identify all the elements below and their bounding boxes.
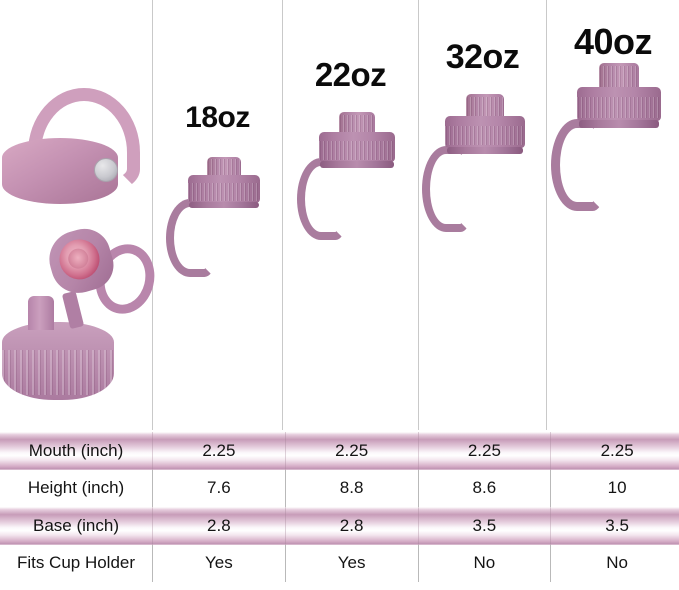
panel-18oz: 18oz — [153, 0, 282, 430]
cell-height-18oz: 7.6 — [152, 469, 286, 507]
bottle-handle-40oz — [551, 119, 603, 211]
bottle-body-40oz — [569, 124, 669, 408]
bottle-32oz — [421, 94, 544, 406]
row-label-fits-cup-holder: Fits Cup Holder — [0, 544, 153, 582]
spout-neck — [28, 296, 54, 330]
cell-height-32oz: 8.6 — [418, 469, 552, 507]
bottle-40oz — [549, 63, 677, 408]
table-row: Base (inch) 2.8 2.8 3.5 3.5 — [0, 507, 679, 545]
size-label-32oz: 32oz — [445, 38, 520, 76]
cell-fits-32oz: No — [418, 544, 552, 582]
bottle-knob-22oz — [338, 112, 375, 134]
cell-height-22oz: 8.8 — [285, 469, 419, 507]
cell-mouth-40oz: 2.25 — [550, 432, 679, 470]
table-row: Height (inch) 7.6 8.8 8.6 10 — [0, 469, 679, 507]
bottle-body-18oz — [189, 206, 259, 402]
cap-vent-button — [94, 158, 118, 182]
cell-base-40oz: 3.5 — [550, 507, 679, 545]
cell-height-40oz: 10 — [550, 469, 679, 507]
bottle-lid-32oz — [444, 116, 525, 148]
bottle-18oz — [158, 157, 278, 402]
bottle-handle-32oz — [421, 146, 470, 232]
size-label-22oz: 22oz — [314, 56, 387, 93]
bottle-collar-32oz — [446, 147, 523, 154]
panel-22oz: 22oz — [283, 0, 418, 430]
cell-fits-22oz: Yes — [285, 544, 419, 582]
cell-base-18oz: 2.8 — [152, 507, 286, 545]
open-spout-cap-image — [0, 222, 162, 402]
bottle-body-22oz — [320, 166, 394, 402]
bottle-body-32oz — [437, 150, 533, 406]
table-row: Fits Cup Holder Yes Yes No No — [0, 544, 679, 582]
bottle-knob-40oz — [599, 63, 639, 89]
bottle-lid-40oz — [577, 87, 661, 121]
row-label-base: Base (inch) — [0, 507, 153, 545]
bottle-knob-32oz — [465, 94, 504, 118]
bottle-collar-40oz — [579, 120, 659, 128]
panel-divider-3 — [418, 0, 419, 430]
size-label-18oz: 18oz — [185, 101, 250, 134]
cell-mouth-18oz: 2.25 — [152, 432, 286, 470]
cell-fits-18oz: Yes — [152, 544, 286, 582]
panel-divider-2 — [282, 0, 283, 430]
row-label-height: Height (inch) — [0, 469, 153, 507]
size-label-40oz: 40oz — [573, 21, 653, 62]
lid-detail-panel — [0, 0, 162, 430]
cell-base-32oz: 3.5 — [418, 507, 552, 545]
panel-divider-1 — [152, 0, 153, 430]
cap-with-handle-image — [2, 88, 142, 206]
bottle-knob-18oz — [206, 157, 241, 177]
row-label-mouth: Mouth (inch) — [0, 432, 153, 470]
cell-mouth-32oz: 2.25 — [418, 432, 552, 470]
panel-32oz: 32oz — [419, 0, 546, 430]
panel-divider-4 — [546, 0, 547, 430]
product-image-panels: 18oz 22oz 32oz — [0, 0, 679, 430]
spec-table: Mouth (inch) 2.25 2.25 2.25 2.25 Height … — [0, 432, 679, 582]
bottle-lid-22oz — [318, 132, 395, 162]
bottle-lid-18oz — [187, 175, 260, 203]
spout-cap-ribs — [2, 350, 114, 396]
bottle-collar-18oz — [188, 202, 259, 208]
spout-cap-base — [2, 322, 114, 400]
bottle-collar-22oz — [319, 161, 394, 168]
bottle-22oz — [289, 112, 413, 402]
panel-40oz: 40oz — [547, 0, 679, 430]
cell-mouth-22oz: 2.25 — [285, 432, 419, 470]
cell-fits-40oz: No — [550, 544, 679, 582]
table-row: Mouth (inch) 2.25 2.25 2.25 2.25 — [0, 432, 679, 470]
cell-base-22oz: 2.8 — [285, 507, 419, 545]
